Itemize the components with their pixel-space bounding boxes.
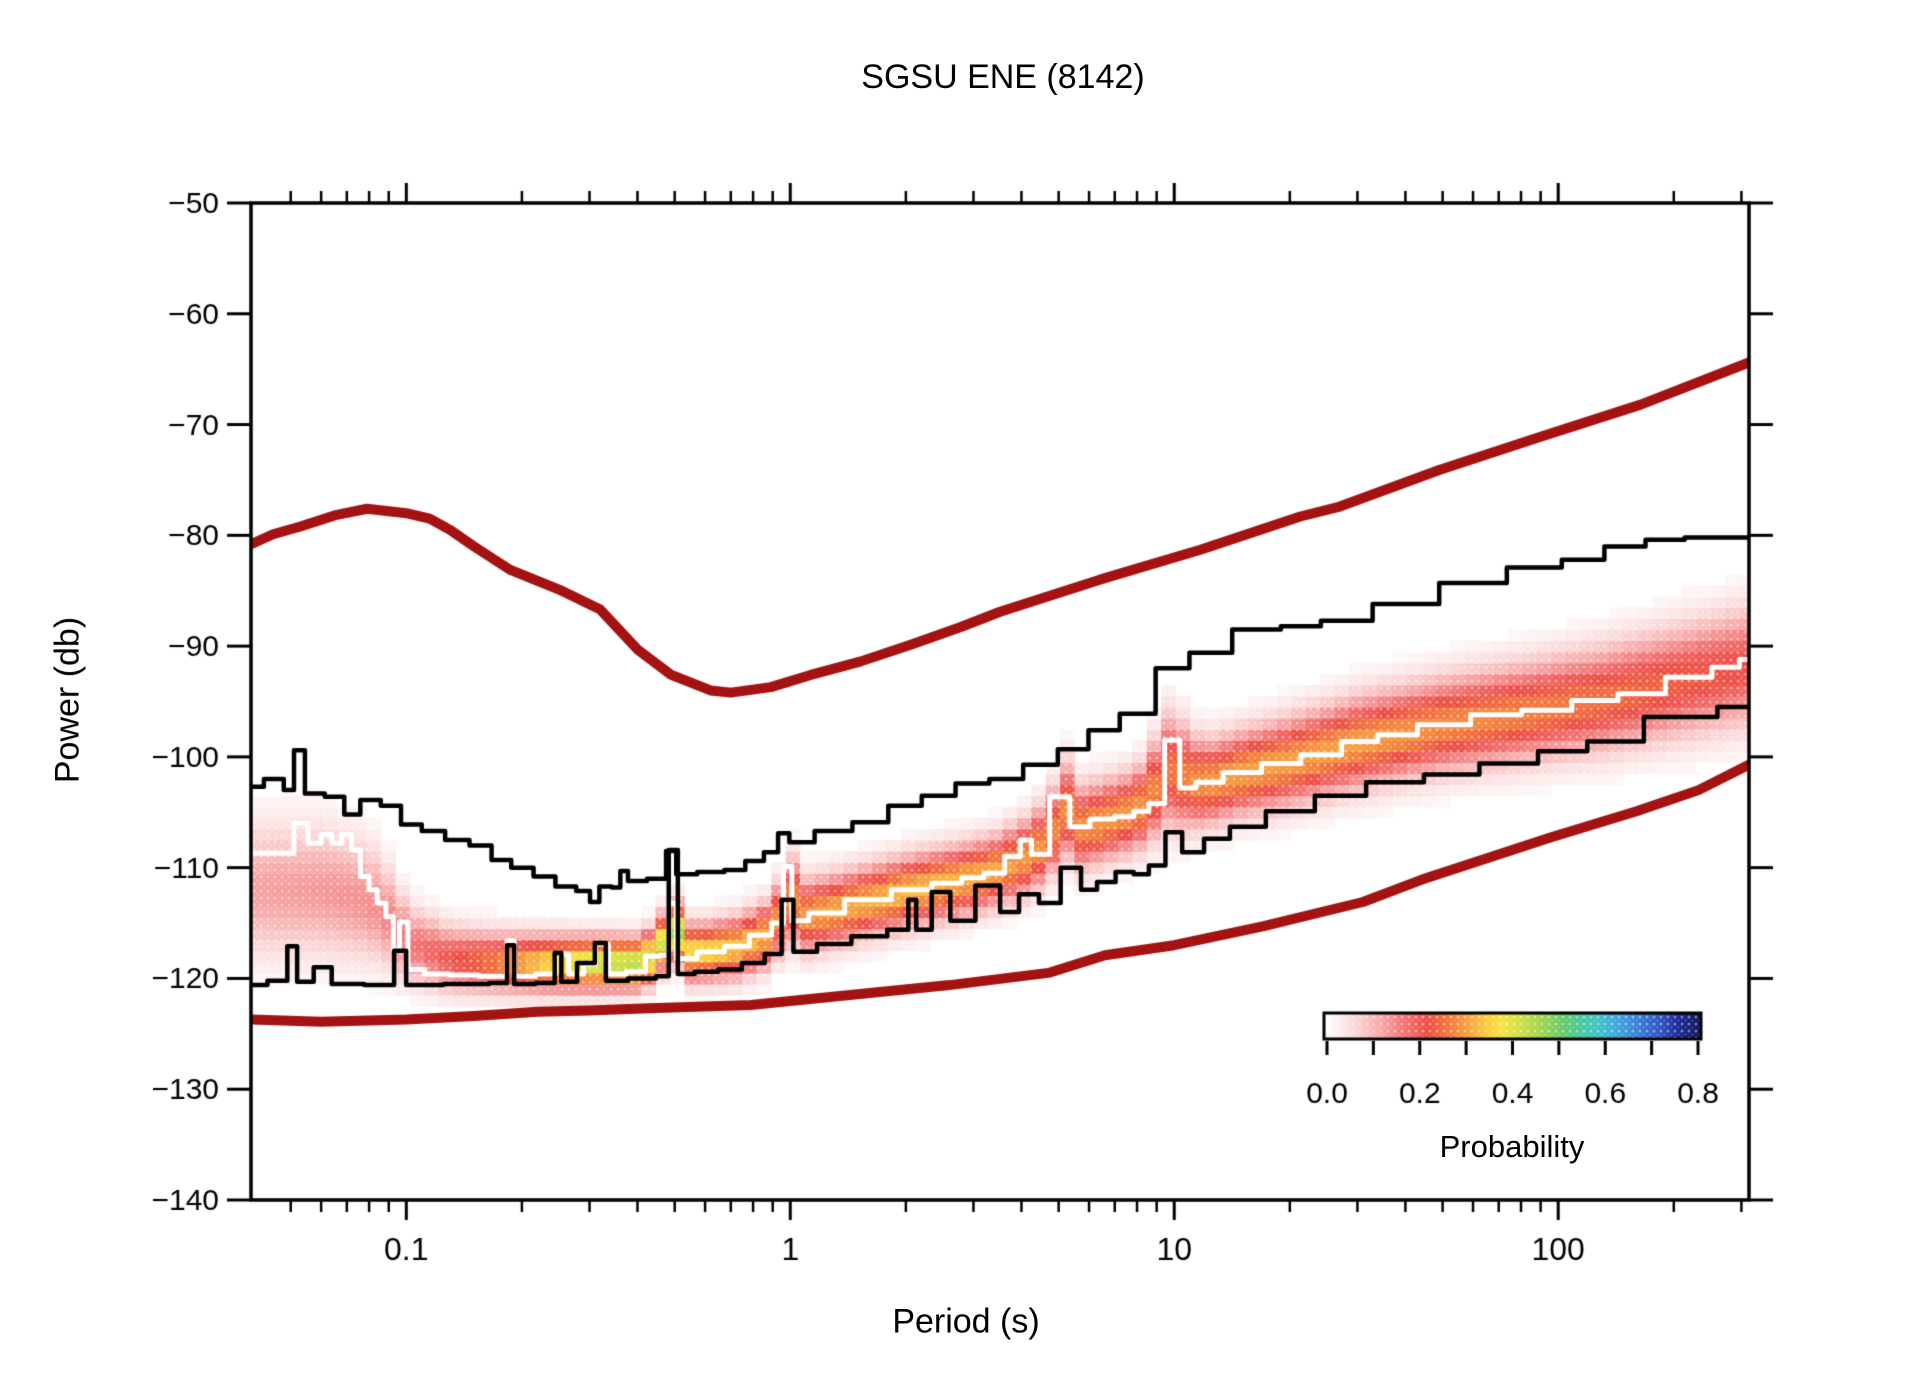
colorbar-label: Probability	[1439, 1129, 1585, 1164]
x-axis-label: Period (s)	[892, 1302, 1040, 1341]
plot-title: SGSU ENE (8142)	[861, 58, 1145, 96]
y-axis-label: Power (db)	[48, 616, 87, 784]
